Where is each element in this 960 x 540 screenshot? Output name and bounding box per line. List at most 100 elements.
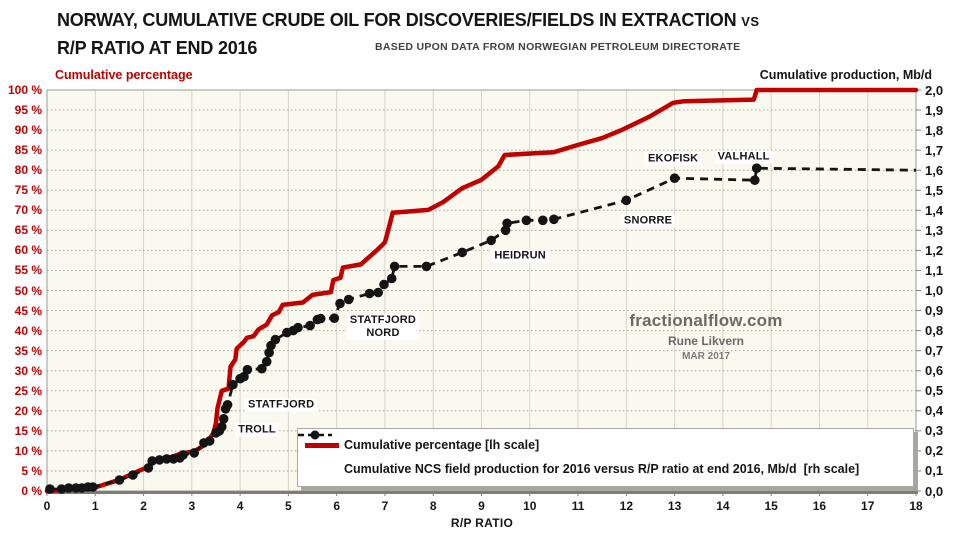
data-point-marker [261,356,272,367]
x-axis-tick: 15 [764,499,778,513]
data-point-marker [293,322,303,333]
data-point-marker [373,287,384,298]
data-point-marker [189,448,199,458]
watermark-author: Rune Likvern [667,334,745,348]
x-axis-tick: 8 [429,499,437,513]
data-point-marker [457,247,468,258]
left-axis-tick: 35 % [14,343,42,358]
chart-subtitle: BASED UPON DATA FROM NORWEGIAN PETROLEUM… [375,41,741,53]
right-axis-tick: 1,6 [925,162,944,178]
red-line-swatch [305,442,339,448]
right-axis-tick: 1,8 [925,122,944,138]
watermark-date: MAR 2017 [682,351,730,362]
data-point-marker [88,482,98,492]
data-point-marker [56,484,67,494]
left-axis-tick: 5 % [21,463,42,478]
data-point-marker [389,261,400,272]
chart-title-main: NORWAY, CUMULATIVE CRUDE OIL FOR DISCOVE… [57,10,737,30]
data-point-marker [386,273,397,284]
x-axis-tick: 9 [478,499,485,513]
x-axis-tick: 4 [236,499,244,513]
right-axis-tick: 0,9 [925,303,944,319]
data-point-marker [257,363,267,374]
data-point-marker [217,422,227,432]
right-axis-tick: 1,7 [925,142,944,158]
right-axis-tick: 0,8 [925,323,944,339]
dashed-marker-swatch-svg [298,430,332,440]
data-point-marker [486,235,497,246]
data-point-marker [621,195,632,206]
data-point-marker [538,215,548,226]
data-point-marker [270,334,281,345]
watermark-site: fractionalflow.com [629,311,783,330]
data-point-marker [45,484,55,494]
data-point-marker [549,214,559,225]
right-axis-tick: 0,0 [925,483,944,499]
annotation-statfjord-nord: STATFJORD NORD [346,313,420,340]
left-axis-tick: 40 % [14,323,42,338]
data-point-marker [502,218,512,229]
legend-label-production: Cumulative NCS field production for 2016… [344,462,860,476]
data-point-marker [114,475,125,485]
left-axis-tick: 80 % [14,163,42,178]
chart-title-line1: NORWAY, CUMULATIVE CRUDE OIL FOR DISCOVE… [57,7,760,35]
chart-title-block: NORWAY, CUMULATIVE CRUDE OIL FOR DISCOVE… [57,7,760,62]
x-axis-tick: 0 [43,499,51,513]
x-axis-tick: 3 [188,499,196,513]
annotation-statfjord: STATFJORD [245,398,318,412]
legend-label-percentage: Cumulative percentage [lh scale] [344,438,540,452]
right-axis-tick: 0,4 [925,403,944,419]
data-point-marker [315,313,326,324]
left-axis-tick: 70 % [14,203,42,218]
data-point-marker [147,456,157,466]
left-axis-tick: 100 % [7,83,42,97]
right-axis-tick: 2,0 [925,82,944,98]
data-point-marker [305,320,315,331]
data-point-marker [379,279,389,290]
x-axis-tick: 5 [285,499,292,513]
right-axis-tick: 1,5 [925,182,944,198]
left-axis-tick: 65 % [14,223,42,238]
legend: Cumulative percentage [lh scale] Cumulat… [297,428,914,487]
annotation-troll: TROLL [235,423,279,437]
x-axis-tick: 17 [861,499,875,513]
left-axis-tick: 90 % [14,123,42,138]
data-point-marker [178,450,188,460]
x-axis-title: R/P RATIO [450,516,514,530]
right-axis-tick: 1,0 [925,283,944,298]
annotation-snorre: SNORRE [620,214,676,228]
data-point-marker [750,175,760,185]
left-axis-tick: 10 % [14,443,42,458]
data-point-marker [343,294,354,305]
left-axis-tick: 60 % [14,243,42,258]
left-axis-tick: 30 % [14,363,42,378]
right-axis-tick: 1,1 [925,262,944,278]
data-point-marker [242,364,253,375]
right-axis-tick: 1,3 [925,222,944,238]
data-point-marker [143,463,154,473]
data-point-marker [161,454,172,464]
data-point-marker [204,436,215,446]
left-axis-tick: 50 % [14,283,42,298]
left-axis-tick: 95 % [14,103,42,118]
x-axis-tick: 11 [571,499,585,513]
left-axis-title: Cumulative percentage [55,68,193,82]
left-axis-tick: 15 % [14,423,42,438]
data-point-marker [222,400,233,410]
left-axis-tick: 0 % [21,484,42,498]
legend-item-production: Cumulative NCS field production for 2016… [298,430,913,481]
right-axis-title: Cumulative production, Mb/d [759,68,932,82]
data-point-marker [329,313,340,324]
left-axis-tick: 55 % [14,263,42,278]
x-axis-tick: 7 [381,499,389,513]
data-point-marker [751,163,762,173]
annotation-ekofisk: EKOFISK [645,152,702,166]
data-point-marker [218,414,229,424]
watermark: fractionalflow.com Rune Likvern MAR 2017 [629,311,782,362]
right-axis-tick: 0,7 [925,343,944,359]
x-axis-tick: 18 [909,499,923,513]
right-axis-tick: 0,6 [925,363,944,379]
left-axis-tick: 25 % [14,383,42,398]
left-axis-tick: 85 % [14,143,42,158]
